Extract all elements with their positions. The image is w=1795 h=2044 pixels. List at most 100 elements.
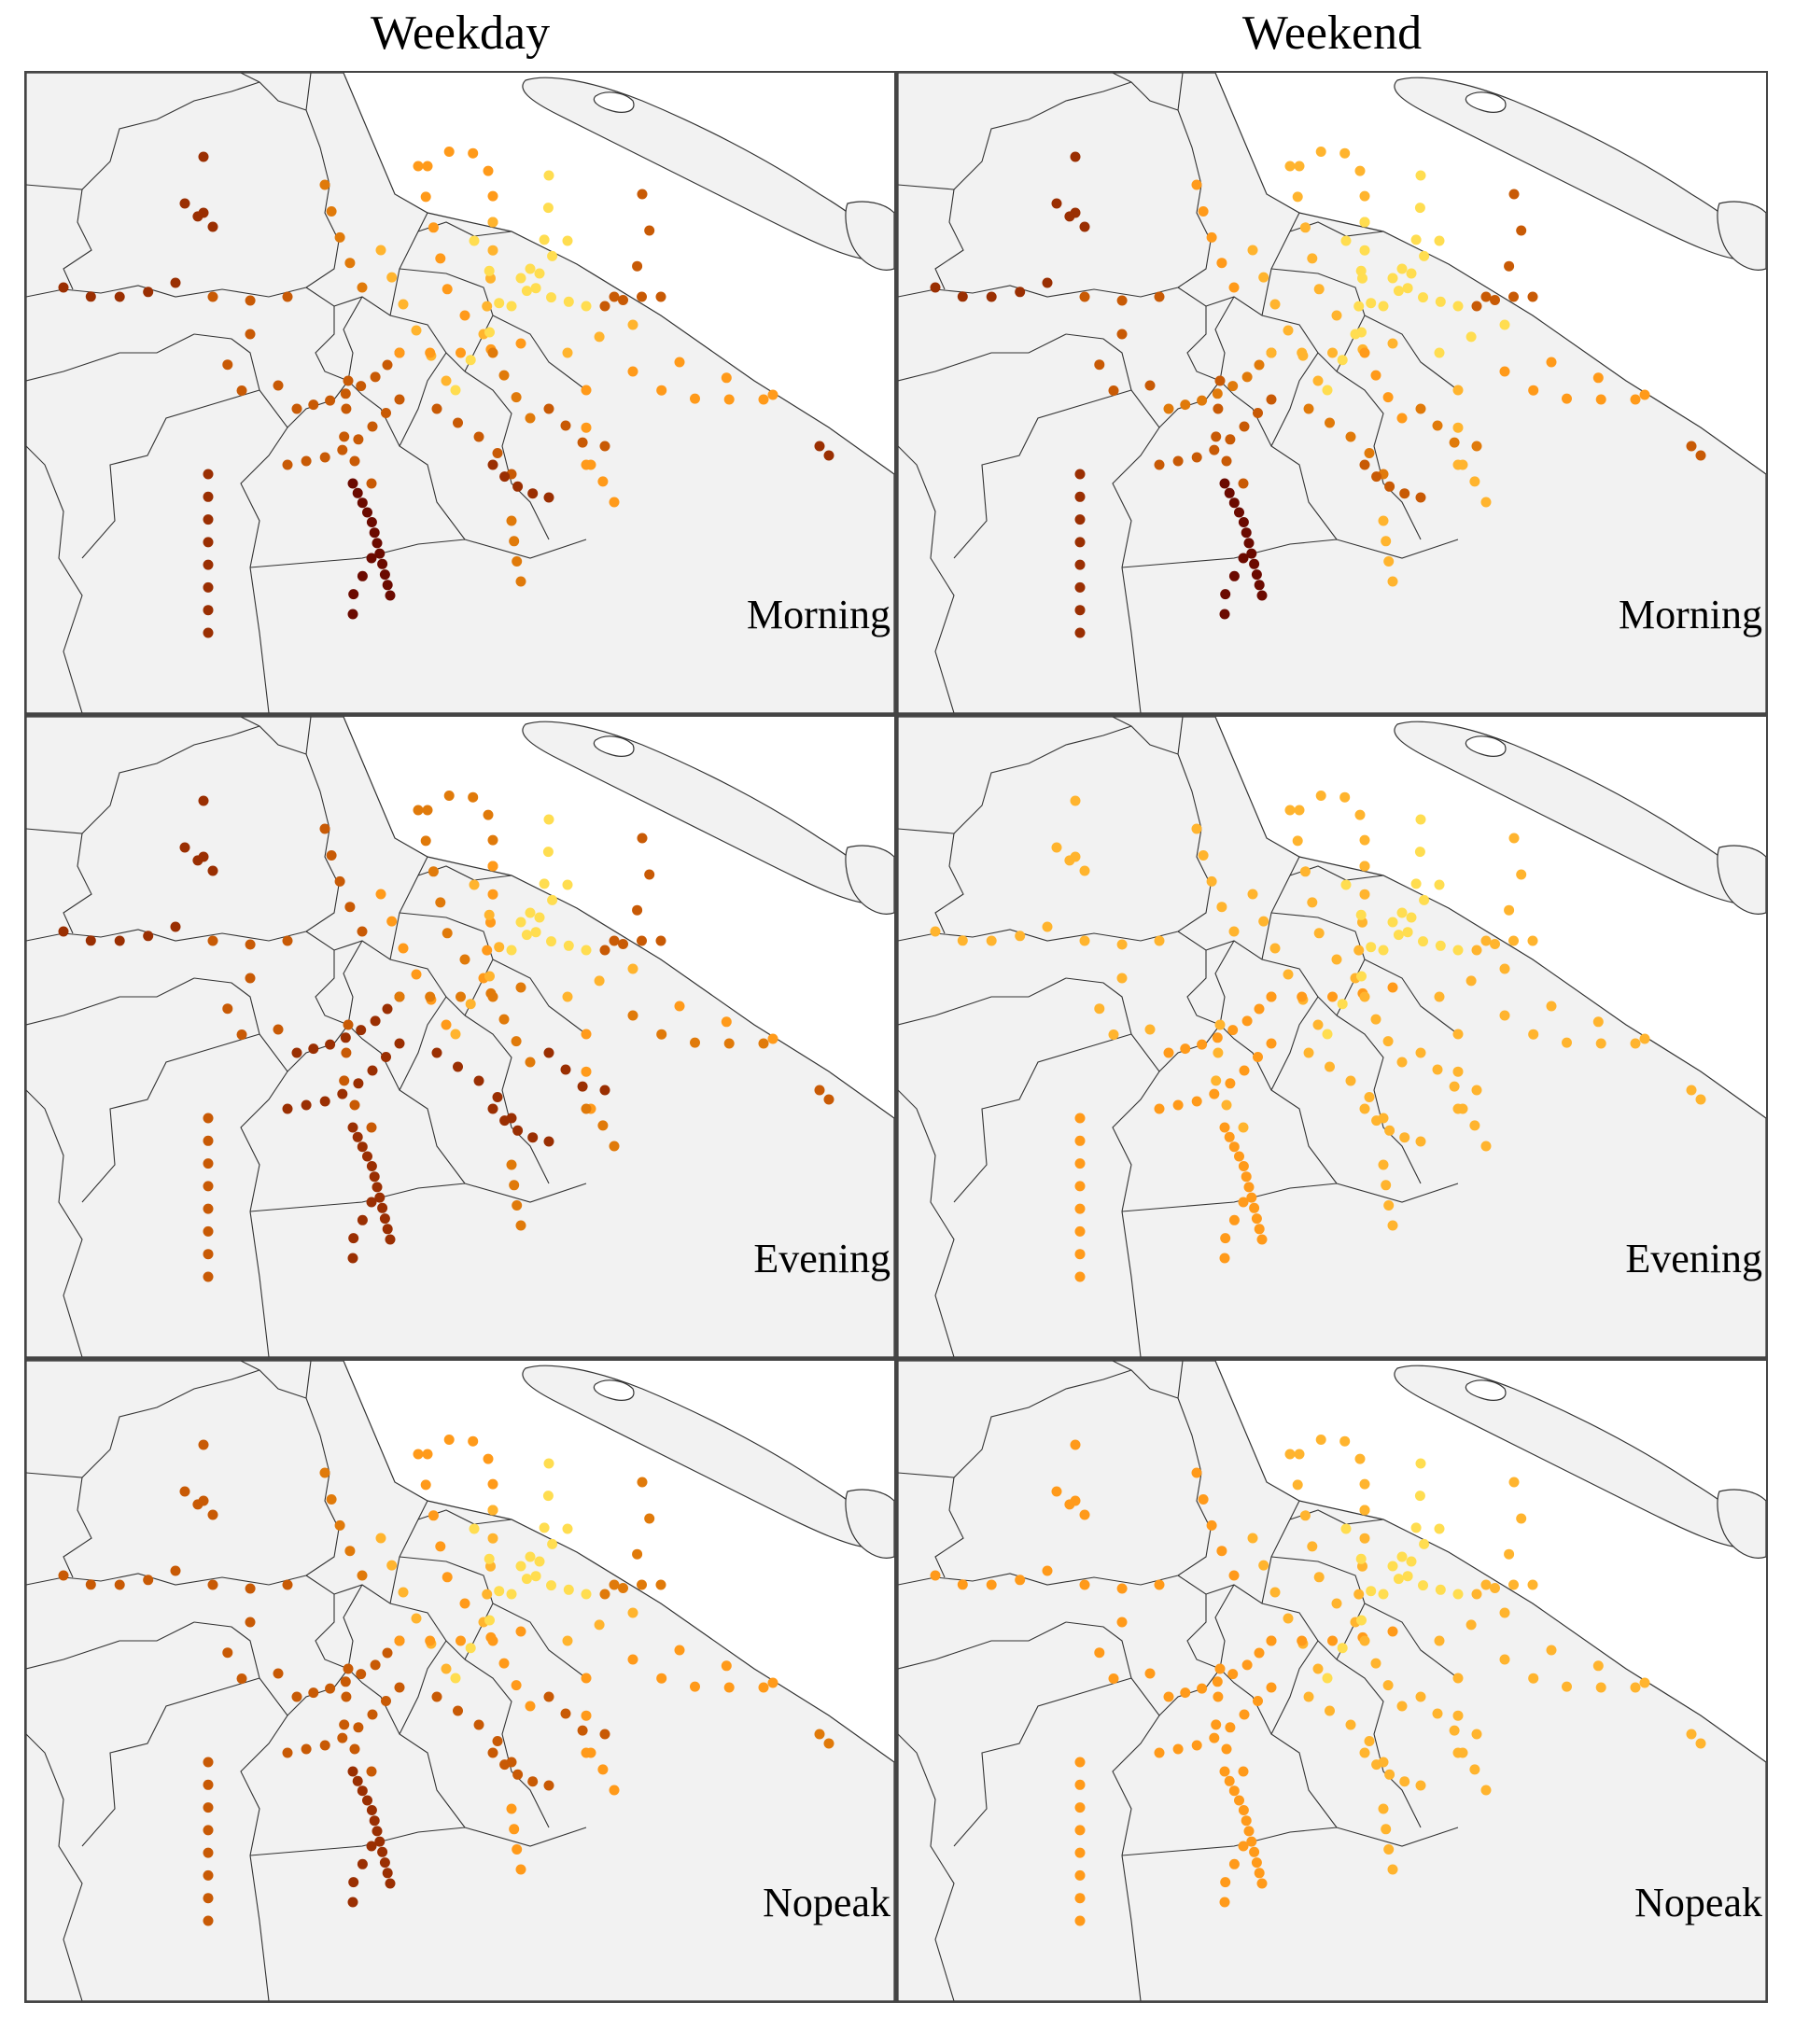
station-point <box>1238 1161 1249 1171</box>
station-point <box>1387 338 1398 349</box>
station-point <box>597 1764 609 1775</box>
station-point <box>1163 1691 1174 1702</box>
station-point <box>1452 301 1464 312</box>
station-point <box>506 1159 517 1170</box>
station-point <box>1339 147 1351 159</box>
station-point <box>1359 217 1370 228</box>
station-point <box>1418 292 1428 303</box>
station-point <box>1527 1579 1538 1590</box>
station-point <box>357 1141 368 1153</box>
station-point <box>349 455 360 467</box>
station-point <box>1228 1214 1240 1225</box>
station-point <box>656 385 667 396</box>
column-title-weekday: Weekday <box>370 7 551 60</box>
station-point <box>1225 1722 1236 1733</box>
station-point <box>644 869 655 880</box>
station-point <box>366 1122 377 1133</box>
station-point <box>441 1663 452 1674</box>
station-point <box>1410 234 1422 245</box>
station-point <box>1393 286 1404 297</box>
station-point <box>282 1747 293 1758</box>
district-boundary <box>1205 940 1338 1016</box>
district-boundary <box>63 1477 92 1578</box>
station-point <box>1238 553 1249 564</box>
station-point <box>1469 476 1480 487</box>
island <box>845 1489 894 1559</box>
station-point <box>1471 1589 1482 1600</box>
station-point <box>431 1691 442 1702</box>
district-boundary <box>1177 73 1212 288</box>
station-point <box>435 1541 446 1552</box>
station-point <box>1074 559 1086 570</box>
station-point <box>1074 514 1086 525</box>
station-point <box>1254 1224 1265 1235</box>
station-point <box>282 935 293 946</box>
station-point <box>1359 1747 1370 1758</box>
station-point <box>492 1092 503 1102</box>
station-point <box>1508 935 1519 946</box>
station-point <box>273 1024 284 1035</box>
station-point <box>1355 909 1367 920</box>
station-point <box>1238 1841 1249 1852</box>
station-point <box>1387 1561 1398 1572</box>
station-point <box>482 1589 493 1600</box>
station-point <box>377 1202 388 1213</box>
station-point <box>1074 1893 1086 1904</box>
station-point <box>1074 1249 1086 1260</box>
station-point <box>1079 865 1090 876</box>
station-point <box>382 1868 393 1879</box>
station-point <box>1371 1115 1382 1127</box>
station-point <box>1469 1764 1480 1775</box>
district-boundary <box>898 333 1067 382</box>
station-point <box>1253 1696 1263 1706</box>
station-point <box>203 1158 214 1169</box>
station-point <box>511 392 522 403</box>
station-point <box>487 1747 498 1758</box>
station-point <box>814 441 825 452</box>
station-point <box>1074 1271 1086 1282</box>
district-boundary <box>399 352 447 447</box>
station-point <box>1163 1047 1174 1058</box>
station-point <box>381 408 391 418</box>
station-points <box>58 791 834 1282</box>
station-point <box>319 1096 330 1107</box>
station-point <box>1241 1015 1253 1027</box>
district-boundary <box>1121 1183 1459 1212</box>
station-point <box>1339 1435 1351 1447</box>
station-point <box>487 1533 498 1544</box>
station-point <box>1219 1766 1230 1777</box>
station-point <box>282 291 293 302</box>
station-point <box>422 805 433 816</box>
station-point <box>356 381 367 392</box>
station-point <box>1527 935 1538 946</box>
station-point <box>1327 347 1338 358</box>
station-point <box>1225 1078 1236 1089</box>
district-boundary <box>1205 1584 1338 1660</box>
station-point <box>1378 1159 1389 1170</box>
district-boundary <box>1214 940 1235 1026</box>
station-point <box>1449 1725 1460 1736</box>
station-point <box>1639 389 1650 400</box>
station-point <box>1064 211 1075 222</box>
station-point <box>1224 1131 1235 1142</box>
station-point <box>422 161 433 172</box>
station-point <box>506 301 517 312</box>
station-point <box>498 1014 510 1025</box>
station-point <box>347 609 358 620</box>
station-point <box>372 538 383 549</box>
station-point <box>581 1103 592 1114</box>
station-point <box>1499 1607 1510 1618</box>
station-point <box>1315 147 1326 157</box>
station-point <box>441 375 452 386</box>
station-point <box>379 569 390 581</box>
station-point <box>1516 1513 1527 1524</box>
station-point <box>198 795 209 806</box>
station-point <box>370 371 381 383</box>
station-point <box>1415 492 1426 503</box>
station-point <box>767 1677 778 1688</box>
station-point <box>207 291 218 302</box>
station-point <box>1219 1897 1230 1908</box>
station-point <box>245 1617 256 1628</box>
station-point <box>1414 203 1425 214</box>
station-point <box>1419 250 1430 261</box>
